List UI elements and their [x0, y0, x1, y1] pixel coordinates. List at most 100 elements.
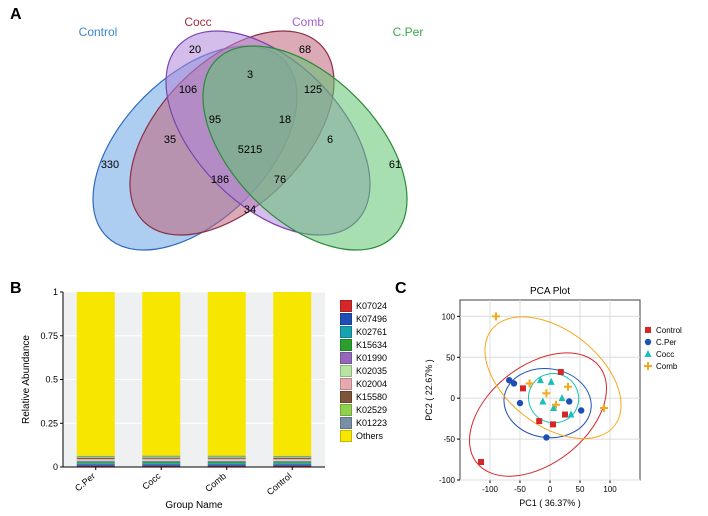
venn-group-label: Cocc — [184, 15, 211, 29]
bar-legend-item: K02529 — [340, 404, 387, 416]
venn-group-label: Comb — [292, 15, 324, 29]
legend-label: K01223 — [356, 418, 387, 428]
venn-value: 3 — [247, 69, 253, 81]
bar-legend-item: K15634 — [340, 339, 387, 351]
legend-label: K02761 — [356, 327, 387, 337]
bar-segment — [77, 459, 115, 460]
pca-point — [645, 339, 651, 345]
venn-value: 125 — [304, 84, 322, 96]
bar-segment — [77, 458, 115, 459]
bar-segment — [142, 462, 180, 463]
pca-ytick: -100 — [439, 476, 456, 485]
bar-xlabel: Group Name — [165, 500, 223, 511]
bar-segment — [142, 457, 180, 458]
pca-xtick: 100 — [603, 485, 617, 494]
bar-xtick: Cocc — [140, 471, 163, 492]
bar-legend-item: K02761 — [340, 326, 387, 338]
pca-legend-label: Cocc — [656, 350, 674, 359]
bar-segment — [142, 456, 180, 457]
bar-segment — [273, 464, 311, 465]
bar-segment — [77, 457, 115, 458]
venn-value: 106 — [179, 84, 197, 96]
pca-xtick: 50 — [576, 485, 585, 494]
legend-swatch — [340, 417, 352, 429]
legend-label: K01990 — [356, 353, 387, 363]
legend-label: K02529 — [356, 405, 387, 415]
pca-point — [517, 400, 523, 406]
bar-legend-item: K01223 — [340, 417, 387, 429]
bar-segment — [208, 458, 246, 459]
pca-point — [566, 398, 572, 404]
venn-diagram: ControlCoccCombC.Per33020686110631259518… — [20, 8, 480, 258]
bar-segment — [208, 457, 246, 458]
bar-xtick: Control — [265, 471, 294, 497]
bar-chart-legend: K07024K07496 K02761 K15634 K01990 K02035 K020… — [340, 300, 387, 443]
bar-segment — [142, 459, 180, 460]
venn-value: 5215 — [238, 144, 262, 156]
bar-segment — [273, 459, 311, 460]
bar-segment — [208, 464, 246, 465]
venn-value: 20 — [189, 44, 201, 56]
venn-value: 18 — [279, 114, 291, 126]
pca-ylabel: PC2 ( 22.67% ) — [424, 359, 434, 421]
bar-segment — [273, 462, 311, 463]
bar-segment — [142, 461, 180, 462]
venn-value: 76 — [274, 174, 286, 186]
bar-segment — [273, 460, 311, 461]
legend-swatch — [340, 404, 352, 416]
bar-segment — [273, 456, 311, 457]
bar-legend-item: K07024 — [340, 300, 387, 312]
pca-ytick: 0 — [451, 394, 456, 403]
bar-segment — [77, 463, 115, 464]
legend-label: K15580 — [356, 392, 387, 402]
legend-swatch — [340, 326, 352, 338]
legend-swatch — [340, 365, 352, 377]
bar-ytick: 0 — [53, 462, 58, 472]
legend-label: K02004 — [356, 379, 387, 389]
pca-point — [536, 418, 542, 424]
bar-segment — [208, 456, 246, 457]
legend-label: Others — [356, 431, 383, 441]
pca-point — [550, 421, 556, 427]
bar-segment — [273, 458, 311, 459]
bar-segment — [77, 461, 115, 462]
panel-label-c: C — [395, 280, 407, 298]
pca-point — [645, 327, 651, 333]
legend-swatch — [340, 339, 352, 351]
legend-label: K02035 — [356, 366, 387, 376]
bar-legend-item: K02035 — [340, 365, 387, 377]
pca-ytick: 100 — [442, 312, 456, 321]
bar-xtick: Comb — [203, 471, 228, 494]
venn-value: 68 — [299, 44, 311, 56]
bar-segment — [142, 464, 180, 465]
bar-segment — [142, 458, 180, 459]
bar-segment — [77, 456, 115, 457]
legend-swatch — [340, 313, 352, 325]
bar-ytick: 0.5 — [45, 375, 58, 385]
bar-segment — [208, 462, 246, 463]
bar-ytick: 1 — [53, 287, 58, 297]
pca-xlabel: PC1 ( 36.37% ) — [519, 498, 581, 508]
venn-group-label: Control — [79, 25, 118, 39]
legend-swatch — [340, 430, 352, 442]
legend-swatch — [340, 391, 352, 403]
bar-segment — [273, 457, 311, 458]
relative-abundance-bar-chart: 00.250.50.751C.PerCoccCombControlGroup N… — [15, 282, 335, 512]
bar-segment — [208, 460, 246, 461]
pca-xtick: -100 — [482, 485, 499, 494]
pca-point — [645, 350, 652, 357]
pca-legend-label: C.Per — [656, 338, 677, 347]
venn-value: 35 — [164, 134, 176, 146]
bar-ytick: 0.25 — [40, 418, 58, 428]
legend-swatch — [340, 300, 352, 312]
pca-point — [562, 412, 568, 418]
pca-point — [478, 459, 484, 465]
bar-segment — [142, 460, 180, 461]
bar-segment — [142, 292, 180, 456]
bar-segment — [77, 460, 115, 461]
bar-legend-item: K01990 — [340, 352, 387, 364]
bar-segment — [77, 462, 115, 463]
bar-legend-item: K07496 — [340, 313, 387, 325]
pca-plot: PCA Plot-100-50050100-100-50050100PC1 ( … — [420, 282, 700, 510]
bar-segment — [77, 464, 115, 465]
